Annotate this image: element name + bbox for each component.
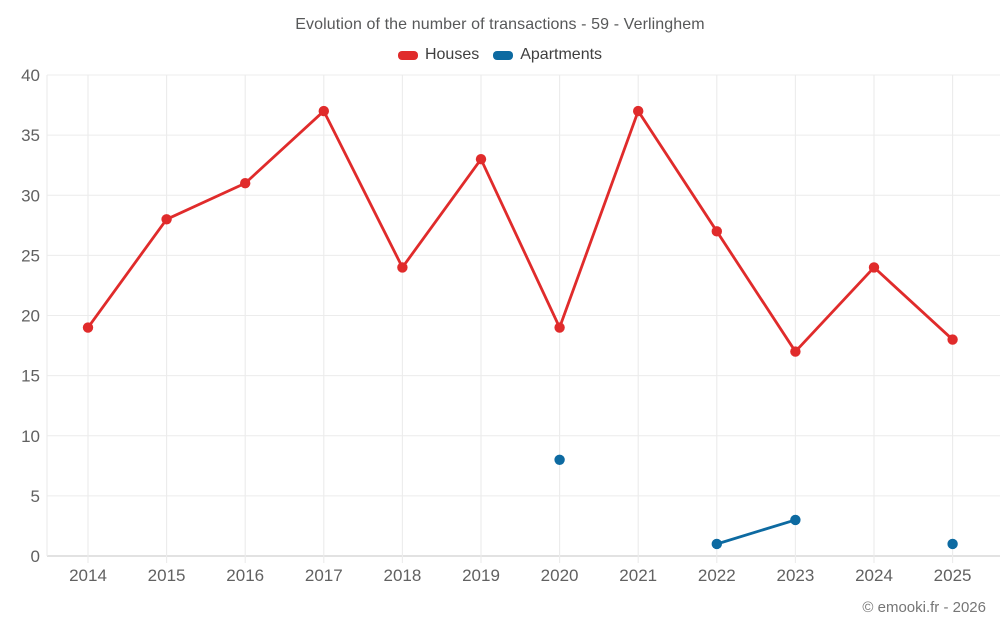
houses-line-segment [322,109,404,269]
houses-line-segment [636,109,719,233]
chart-legend: Houses Apartments [0,46,1000,64]
houses-line-segment [243,109,326,185]
houses-point-2018[interactable] [397,262,408,273]
houses-point-2020[interactable] [554,322,565,333]
y-tick-label: 40 [21,66,40,85]
chart-title: Evolution of the number of transactions … [295,16,705,33]
houses-point-2014[interactable] [82,322,94,333]
houses-point-2019[interactable] [475,153,487,165]
apartments-point-2025[interactable] [947,538,958,550]
houses-point-2015[interactable] [161,214,172,225]
houses-point-2021[interactable] [633,105,644,117]
x-tick-label: 2021 [619,566,657,585]
y-tick-label: 10 [21,427,40,446]
y-tick-label: 0 [31,547,40,566]
houses-legend-swatch-icon [397,50,418,60]
houses-point-2022[interactable] [711,226,722,237]
apartments-point-2023[interactable] [790,514,801,526]
apartments-point-2022[interactable] [711,538,722,550]
y-tick-label: 30 [21,186,40,205]
x-tick-label: 2019 [462,566,500,585]
apartments-point-2020[interactable] [554,454,565,465]
houses-point-2017[interactable] [318,105,329,117]
x-tick-label: 2017 [305,566,343,585]
y-tick-label: 5 [31,487,40,506]
x-tick-label: 2022 [698,566,736,585]
x-tick-label: 2025 [934,566,972,585]
houses-point-2024[interactable] [868,262,880,273]
y-tick-label: 25 [21,246,40,265]
houses-point-2016[interactable] [240,178,251,189]
y-tick-label: 20 [21,307,40,326]
legend-item-houses[interactable]: Houses [397,46,480,64]
x-tick-label: 2018 [383,566,421,585]
houses-point-2023[interactable] [790,346,801,357]
x-tick-label: 2024 [855,566,893,585]
houses-line-segment [872,265,954,341]
houses-line-segment [86,217,169,329]
legend-label-apartments: Apartments [520,46,603,63]
houses-line-segment [558,109,640,329]
apartments-line-segment [715,518,797,546]
houses-line-segment [165,181,247,221]
x-tick-label: 2016 [226,566,264,585]
houses-point-2025[interactable] [947,334,958,345]
x-tick-label: 2020 [541,566,579,585]
x-tick-label: 2023 [776,566,814,585]
houses-line-segment [794,265,876,353]
houses-line-segment [715,229,797,353]
houses-line-segment [400,157,483,269]
copyright-text: © emooki.fr - 2026 [862,599,986,616]
legend-item-apartments[interactable]: Apartments [493,46,602,64]
y-tick-label: 35 [21,126,40,145]
legend-label-houses: Houses [424,46,480,63]
y-tick-label: 15 [21,367,40,386]
x-tick-label: 2015 [148,566,186,585]
apartments-legend-swatch-icon [493,50,514,60]
houses-line-segment [479,157,561,329]
x-tick-label: 2014 [69,566,107,585]
